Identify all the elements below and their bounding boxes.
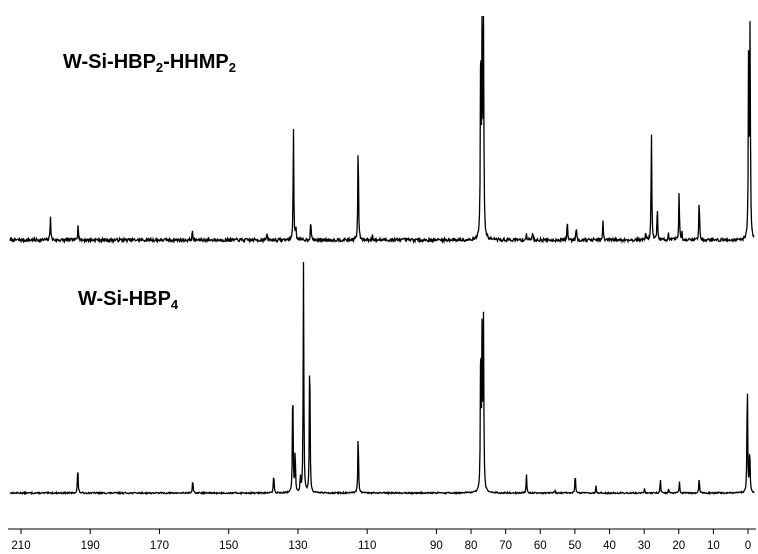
x-tick-label: 80: [465, 540, 478, 552]
x-tick-label: 170: [150, 540, 169, 552]
x-tick-label: 190: [81, 540, 100, 552]
x-tick-label: 130: [288, 540, 307, 552]
x-tick-label: 0: [745, 540, 751, 552]
x-tick-label: 60: [534, 540, 547, 552]
x-tick-label: 10: [707, 540, 720, 552]
x-tick-label: 110: [358, 540, 376, 552]
x-tick-label: 40: [603, 540, 616, 552]
x-tick-label: 150: [219, 540, 238, 552]
x-tick-label: 50: [569, 540, 582, 552]
x-tick-label: 70: [499, 540, 512, 552]
spectrum-trace-w-si-hbp2-hhmp2: [9, 15, 755, 245]
x-tick-label: 20: [672, 540, 685, 552]
spectrum-label-w-si-hbp2-hhmp2: W-Si-HBP2-HHMP2: [63, 51, 236, 75]
x-tick-label: 210: [11, 540, 30, 552]
x-tick-label: 30: [638, 540, 651, 552]
spectrum-label-w-si-hbp4: W-Si-HBP4: [78, 288, 179, 312]
x-axis-ticks: 210 190 170 150 130 110 90 80 70 60 50 40 30 20 10 0: [11, 529, 751, 552]
spectrum-trace-w-si-hbp4: [9, 261, 755, 496]
x-tick-label: 90: [430, 540, 443, 552]
